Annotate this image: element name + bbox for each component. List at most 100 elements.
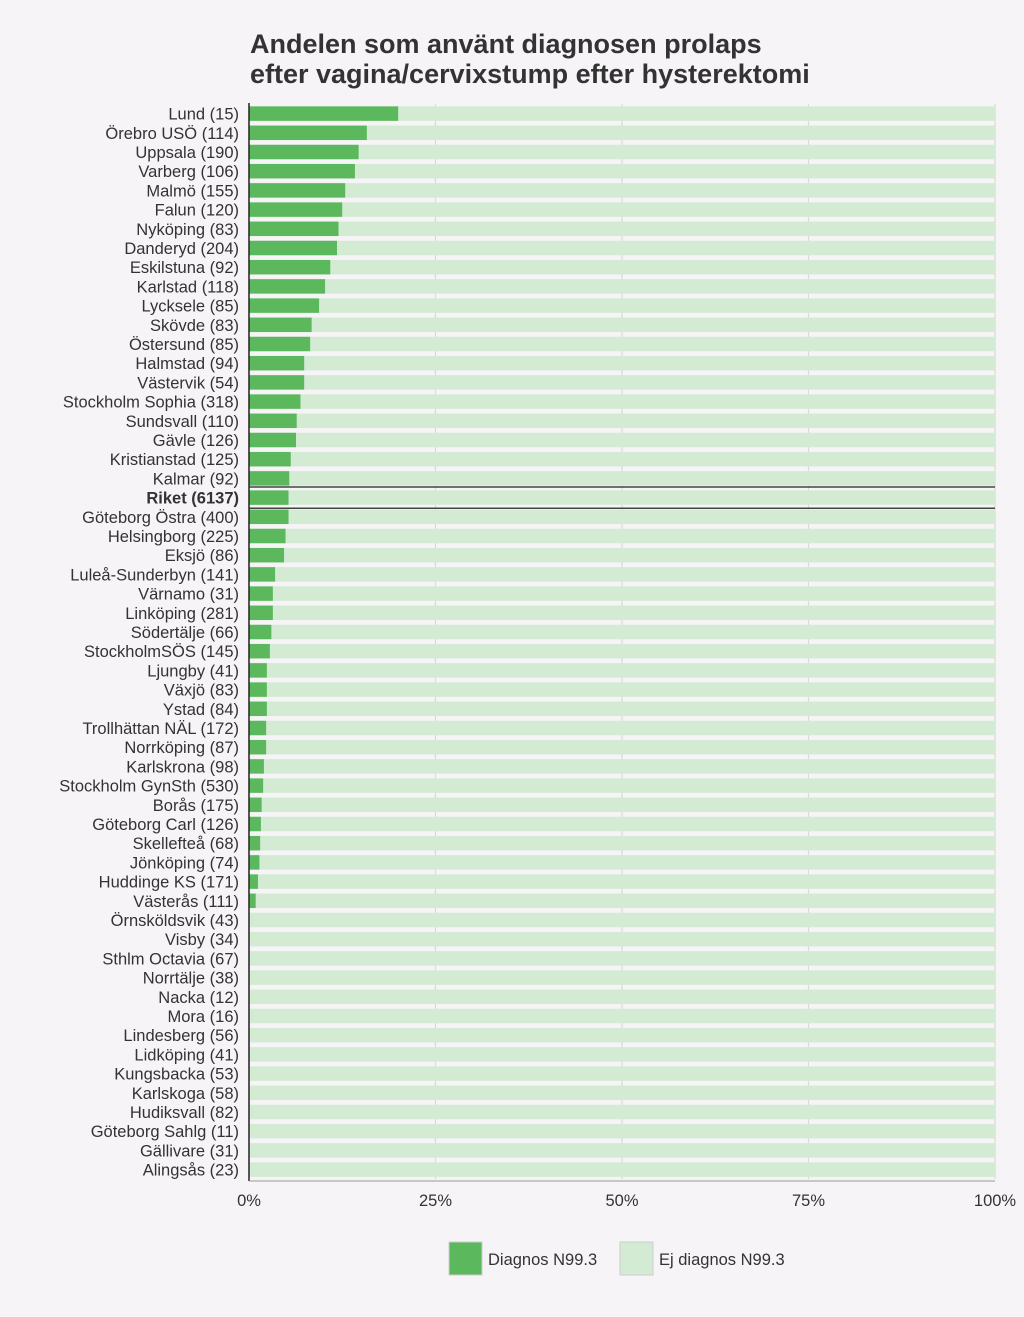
chart-title-line-1: Andelen som använt diagnosen prolaps [250, 29, 762, 59]
x-tick-label: 50% [605, 1192, 638, 1210]
category-label: Skövde (83) [150, 317, 239, 335]
bar-ej-diagnos [310, 336, 995, 352]
category-label: Falun (120) [155, 202, 239, 220]
bar-diagnos [249, 163, 355, 179]
bar-diagnos [249, 106, 399, 121]
legend-label-diagnos: Diagnos N99.3 [488, 1251, 597, 1269]
bar-diagnos [249, 739, 267, 755]
bar-diagnos [249, 317, 312, 333]
category-label: StockholmSÖS (145) [84, 643, 239, 661]
category-label: Kungsbacka (53) [114, 1066, 239, 1084]
bar-ej-diagnos [319, 298, 995, 313]
bar-ej-diagnos [249, 1162, 995, 1177]
bar-ej-diagnos [259, 855, 996, 870]
bar-diagnos [249, 259, 331, 275]
bar-diagnos [249, 663, 267, 678]
category-label: Sthlm Octavia (67) [102, 950, 239, 968]
bar-ej-diagnos [345, 183, 995, 198]
bar-diagnos [249, 682, 267, 697]
category-label: Karlskrona (98) [126, 758, 239, 776]
x-tick-label: 0% [237, 1192, 261, 1210]
bar-ej-diagnos [300, 394, 995, 409]
x-tick-label: 25% [419, 1192, 452, 1210]
bar-ej-diagnos [272, 586, 995, 601]
category-label: Halmstad (94) [135, 355, 239, 373]
bar-diagnos [249, 720, 267, 736]
bar-diagnos [249, 509, 289, 525]
category-label: Västervik (54) [137, 374, 239, 392]
legend-label-ej-diagnos: Ej diagnos N99.3 [659, 1251, 785, 1269]
bar-ej-diagnos [338, 221, 995, 237]
category-label: Nyköping (83) [136, 221, 239, 239]
category-label: Karlskoga (58) [132, 1085, 239, 1103]
bar-ej-diagnos [249, 1027, 995, 1043]
bar-ej-diagnos [249, 1143, 995, 1158]
category-label: Varberg (106) [138, 163, 239, 181]
category-label: Södertälje (66) [131, 624, 239, 642]
category-label: Stockholm Sophia (318) [63, 394, 239, 412]
bar-diagnos [249, 394, 301, 409]
bar-diagnos [249, 298, 320, 313]
x-tick-label: 75% [792, 1192, 825, 1210]
category-label: Stockholm GynSth (530) [59, 778, 239, 796]
bar-ej-diagnos [354, 163, 995, 179]
bar-diagnos [249, 336, 311, 352]
category-label: Nacka (12) [158, 989, 239, 1007]
category-label: Danderyd (204) [124, 240, 239, 258]
bar-ej-diagnos [249, 912, 995, 928]
category-label: Ljungby (41) [147, 662, 239, 680]
category-label: Örebro USÖ (114) [105, 125, 239, 143]
bar-ej-diagnos [266, 682, 995, 697]
bar-ej-diagnos [275, 567, 995, 582]
category-label: Riket (6137) [146, 490, 239, 508]
legend-swatch-diagnos [448, 1241, 483, 1276]
category-label: Göteborg Östra (400) [82, 509, 239, 527]
bar-diagnos [249, 797, 262, 813]
category-label: Gällivare (31) [140, 1142, 239, 1160]
bar-diagnos [249, 202, 343, 217]
bar-ej-diagnos [249, 970, 995, 985]
legend-swatch-ej-diagnos [619, 1241, 654, 1276]
category-label: Västerås (111) [133, 893, 239, 911]
bar-ej-diagnos [249, 1066, 995, 1081]
bar-diagnos [249, 183, 346, 198]
bar-diagnos [249, 643, 270, 659]
bar-ej-diagnos [260, 816, 995, 832]
category-label: Jönköping (74) [130, 854, 239, 872]
category-label: Karlstad (118) [137, 278, 239, 296]
category-label: Norrköping (87) [124, 739, 239, 757]
bar-diagnos [249, 874, 258, 889]
category-label: Ystad (84) [163, 701, 239, 719]
bar-ej-diagnos [263, 759, 995, 774]
category-label: Mora (16) [167, 1008, 239, 1026]
category-label: Skellefteå (68) [133, 835, 239, 853]
bar-diagnos [249, 125, 367, 141]
bar-diagnos [249, 835, 261, 851]
category-label: Växjö (83) [164, 682, 239, 700]
bar-ej-diagnos [289, 471, 995, 486]
bar-ej-diagnos [311, 317, 995, 333]
category-label: Lund (15) [168, 106, 239, 124]
bar-diagnos [249, 432, 296, 448]
bar-ej-diagnos [249, 1047, 995, 1062]
bar-ej-diagnos [295, 432, 995, 448]
category-label: Alingsås (23) [143, 1162, 239, 1180]
bar-ej-diagnos [358, 144, 995, 160]
category-label: Lidköping (41) [134, 1046, 239, 1064]
category-label: Eksjö (86) [165, 547, 239, 565]
bar-ej-diagnos [249, 1123, 995, 1139]
bar-diagnos [249, 279, 326, 294]
category-label: Örnsköldsvik (43) [111, 912, 239, 930]
bar-ej-diagnos [342, 202, 995, 217]
bar-ej-diagnos [325, 279, 995, 294]
bar-ej-diagnos [249, 1008, 995, 1024]
bar-ej-diagnos [249, 931, 995, 947]
category-label: Malmö (155) [146, 182, 239, 200]
bar-ej-diagnos [272, 605, 995, 621]
bar-ej-diagnos [249, 951, 995, 966]
bar-diagnos [249, 375, 305, 390]
bar-ej-diagnos [263, 778, 995, 793]
bar-diagnos [249, 490, 289, 505]
bar-ej-diagnos [288, 490, 996, 505]
category-label: Hudiksvall (82) [130, 1104, 239, 1122]
